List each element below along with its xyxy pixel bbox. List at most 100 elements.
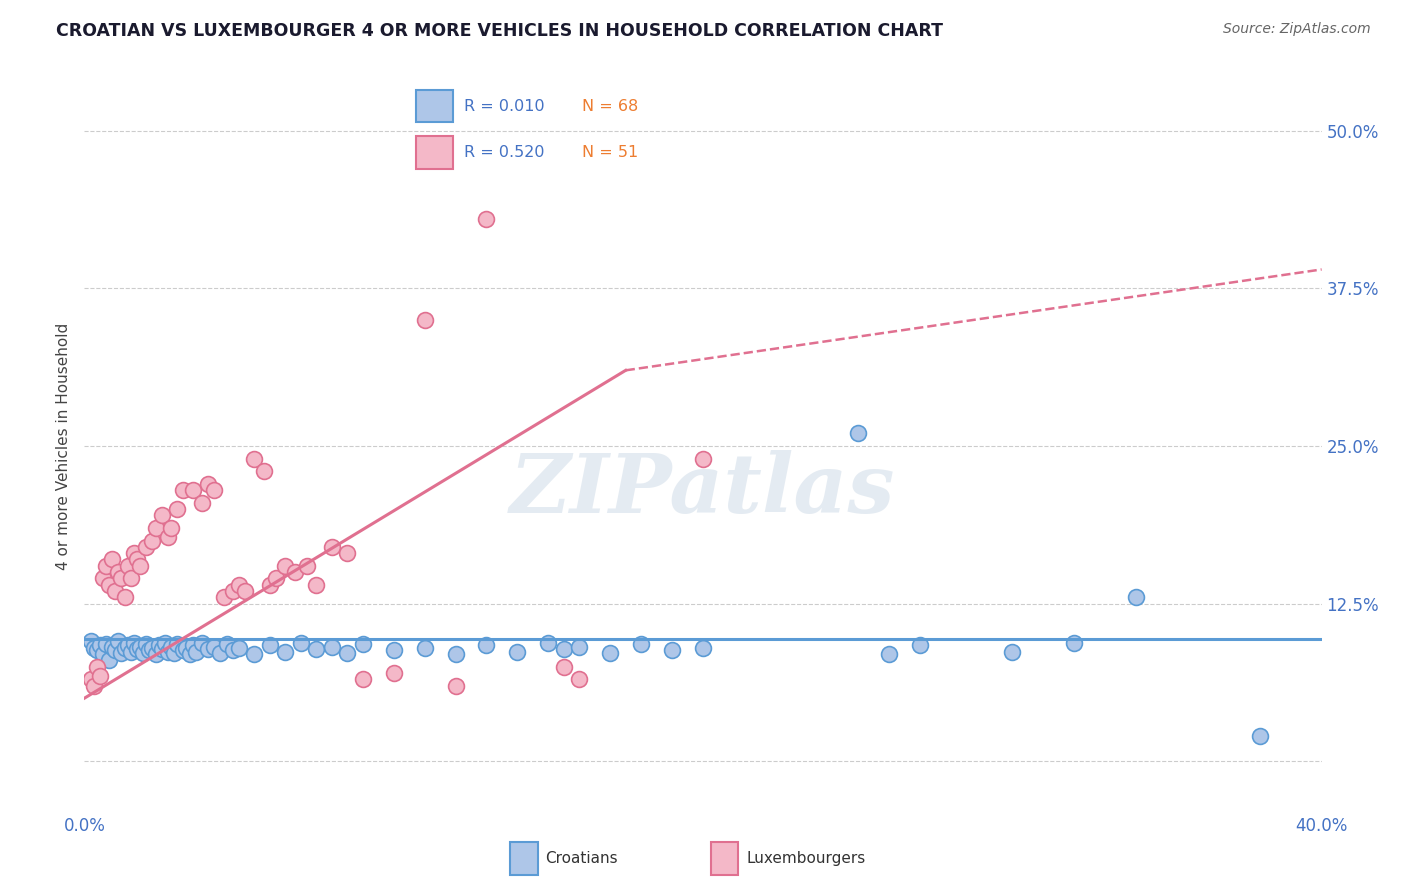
Point: [150, 508, 173, 523]
Point: [197, 642, 219, 657]
Point: [145, 521, 167, 535]
Point: [321, 640, 343, 654]
Point: [259, 638, 281, 652]
Point: [129, 640, 152, 654]
Point: [475, 638, 498, 652]
Point: [104, 643, 127, 657]
Point: [83, 640, 105, 655]
Point: [141, 640, 163, 655]
Point: [79, 673, 101, 687]
Point: [264, 571, 287, 585]
Point: [141, 533, 163, 548]
Point: [89, 668, 111, 682]
Point: [475, 212, 498, 227]
Point: [156, 530, 179, 544]
Point: [568, 640, 591, 654]
Point: [290, 636, 312, 650]
Point: [1125, 591, 1147, 605]
FancyBboxPatch shape: [510, 842, 537, 874]
Point: [413, 640, 436, 655]
Point: [129, 558, 152, 573]
Point: [135, 540, 157, 554]
Point: [132, 646, 155, 660]
Point: [172, 643, 194, 657]
Text: N = 51: N = 51: [582, 145, 638, 160]
Point: [181, 638, 204, 652]
Point: [125, 552, 148, 566]
Point: [202, 483, 225, 497]
Point: [908, 638, 931, 652]
Point: [79, 634, 101, 648]
Point: [553, 642, 575, 657]
Point: [110, 571, 132, 585]
Point: [506, 644, 529, 658]
Point: [846, 426, 869, 441]
Point: [166, 502, 188, 516]
Point: [122, 546, 145, 560]
Point: [599, 646, 621, 660]
Point: [202, 640, 225, 654]
Point: [120, 644, 142, 658]
Point: [222, 643, 245, 657]
Point: [692, 640, 714, 655]
Point: [274, 558, 297, 573]
Point: [135, 637, 157, 651]
Point: [321, 540, 343, 554]
Point: [259, 578, 281, 592]
Point: [114, 640, 136, 655]
Point: [163, 646, 186, 660]
FancyBboxPatch shape: [711, 842, 738, 874]
Point: [243, 647, 266, 661]
Y-axis label: 4 or more Vehicles in Household: 4 or more Vehicles in Household: [56, 322, 72, 570]
Point: [382, 665, 405, 680]
Point: [568, 673, 591, 687]
Point: [107, 634, 129, 648]
Point: [336, 646, 359, 660]
Point: [692, 451, 714, 466]
Point: [382, 643, 405, 657]
Text: Luxembourgers: Luxembourgers: [747, 851, 866, 866]
Point: [553, 659, 575, 673]
Point: [253, 464, 276, 478]
Point: [191, 496, 214, 510]
Point: [86, 643, 108, 657]
Text: Source: ZipAtlas.com: Source: ZipAtlas.com: [1223, 22, 1371, 37]
Point: [101, 552, 124, 566]
Point: [305, 578, 328, 592]
Text: Croatians: Croatians: [546, 851, 619, 866]
Point: [101, 640, 124, 654]
Point: [91, 647, 114, 661]
Point: [212, 591, 235, 605]
Point: [148, 638, 170, 652]
Point: [661, 643, 683, 657]
Point: [444, 679, 467, 693]
Point: [630, 637, 652, 651]
Point: [83, 679, 105, 693]
Point: [125, 642, 148, 657]
Point: [138, 643, 160, 657]
Point: [1001, 644, 1024, 658]
FancyBboxPatch shape: [416, 136, 453, 169]
Point: [160, 521, 183, 535]
Text: R = 0.010: R = 0.010: [464, 99, 544, 114]
Point: [228, 578, 250, 592]
Point: [117, 558, 139, 573]
Point: [104, 584, 127, 599]
Point: [107, 565, 129, 579]
Point: [172, 483, 194, 497]
Point: [94, 637, 117, 651]
Point: [243, 451, 266, 466]
Point: [94, 558, 117, 573]
Point: [1249, 729, 1271, 743]
Point: [89, 638, 111, 652]
Point: [153, 636, 176, 650]
Point: [228, 640, 250, 655]
Point: [537, 636, 560, 650]
Point: [274, 644, 297, 658]
Point: [222, 584, 245, 599]
Point: [215, 637, 238, 651]
Point: [156, 644, 179, 658]
Point: [179, 647, 201, 661]
Text: R = 0.520: R = 0.520: [464, 145, 544, 160]
Text: N = 68: N = 68: [582, 99, 638, 114]
